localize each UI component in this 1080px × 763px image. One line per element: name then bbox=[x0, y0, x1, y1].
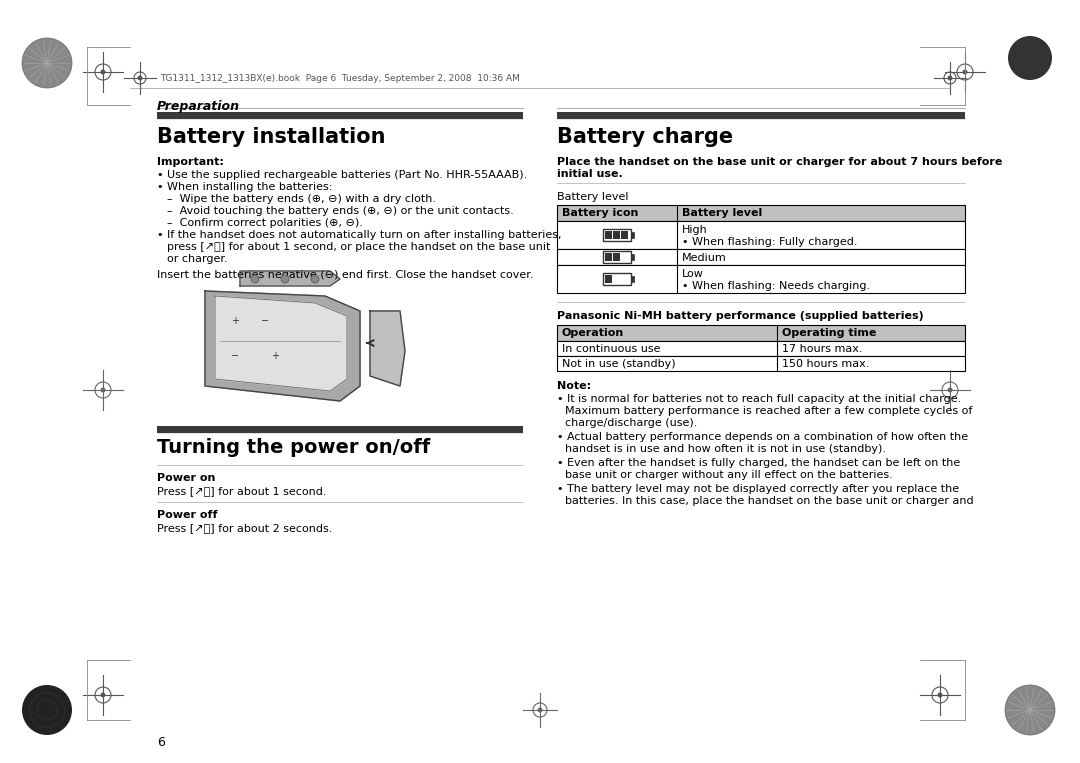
Text: base unit or charger without any ill effect on the batteries.: base unit or charger without any ill eff… bbox=[565, 470, 893, 480]
Text: 17 hours max.: 17 hours max. bbox=[782, 344, 863, 354]
Circle shape bbox=[100, 388, 106, 392]
Text: 150 hours max.: 150 hours max. bbox=[782, 359, 869, 369]
Text: batteries. In this case, place the handset on the base unit or charger and: batteries. In this case, place the hands… bbox=[565, 496, 974, 506]
Text: −: − bbox=[261, 316, 269, 326]
Text: press [↗ⓞ] for about 1 second, or place the handset on the base unit: press [↗ⓞ] for about 1 second, or place … bbox=[167, 242, 551, 252]
Text: • When flashing: Fully charged.: • When flashing: Fully charged. bbox=[681, 237, 858, 247]
Text: Place the handset on the base unit or charger for about 7 hours before: Place the handset on the base unit or ch… bbox=[557, 157, 1002, 167]
Text: handset is in use and how often it is not in use (standby).: handset is in use and how often it is no… bbox=[565, 444, 886, 454]
Text: Operating time: Operating time bbox=[782, 328, 876, 338]
Text: • When flashing: Needs charging.: • When flashing: Needs charging. bbox=[681, 281, 870, 291]
Bar bbox=[557, 205, 966, 221]
Bar bbox=[557, 356, 966, 371]
Polygon shape bbox=[215, 296, 347, 391]
Bar bbox=[605, 253, 612, 261]
Polygon shape bbox=[370, 311, 405, 386]
Text: −: − bbox=[231, 351, 239, 361]
Text: Battery installation: Battery installation bbox=[157, 127, 386, 147]
Text: Maximum battery performance is reached after a few complete cycles of: Maximum battery performance is reached a… bbox=[565, 406, 972, 416]
Text: initial use.: initial use. bbox=[557, 169, 623, 179]
Text: –  Confirm correct polarities (⊕, ⊖).: – Confirm correct polarities (⊕, ⊖). bbox=[167, 218, 363, 228]
Text: In continuous use: In continuous use bbox=[562, 344, 661, 354]
Polygon shape bbox=[205, 291, 360, 401]
Text: Press [↗ⓞ] for about 2 seconds.: Press [↗ⓞ] for about 2 seconds. bbox=[157, 523, 333, 533]
Text: Important:: Important: bbox=[157, 157, 224, 167]
Text: TG1311_1312_1313BX(e).book  Page 6  Tuesday, September 2, 2008  10:36 AM: TG1311_1312_1313BX(e).book Page 6 Tuesda… bbox=[160, 74, 519, 83]
Text: Press [↗ⓞ] for about 1 second.: Press [↗ⓞ] for about 1 second. bbox=[157, 486, 326, 496]
Bar bbox=[157, 112, 523, 119]
Text: Panasonic Ni-MH battery performance (supplied batteries): Panasonic Ni-MH battery performance (sup… bbox=[557, 311, 923, 321]
Bar bbox=[621, 231, 627, 239]
Circle shape bbox=[538, 707, 542, 713]
Circle shape bbox=[100, 693, 106, 697]
Bar bbox=[631, 276, 634, 282]
Bar bbox=[631, 254, 634, 260]
Circle shape bbox=[22, 685, 72, 735]
Text: +: + bbox=[271, 351, 279, 361]
Text: Low: Low bbox=[681, 269, 704, 279]
Circle shape bbox=[22, 38, 72, 88]
Circle shape bbox=[937, 693, 943, 697]
Text: –  Avoid touching the battery ends (⊕, ⊖) or the unit contacts.: – Avoid touching the battery ends (⊕, ⊖)… bbox=[167, 206, 514, 216]
Text: +: + bbox=[231, 316, 239, 326]
Bar bbox=[613, 231, 620, 239]
Text: • It is normal for batteries not to reach full capacity at the initial charge.: • It is normal for batteries not to reac… bbox=[557, 394, 961, 404]
Polygon shape bbox=[240, 271, 340, 286]
Text: Note:: Note: bbox=[557, 381, 591, 391]
Text: Power on: Power on bbox=[157, 473, 215, 483]
Text: • The battery level may not be displayed correctly after you replace the: • The battery level may not be displayed… bbox=[557, 484, 959, 494]
Text: • Use the supplied rechargeable batteries (Part No. HHR-55AAAB).: • Use the supplied rechargeable batterie… bbox=[157, 170, 527, 180]
Text: Not in use (standby): Not in use (standby) bbox=[562, 359, 676, 369]
Circle shape bbox=[1008, 36, 1052, 80]
Bar bbox=[557, 249, 966, 265]
Bar bbox=[603, 251, 631, 263]
Text: Battery icon: Battery icon bbox=[562, 208, 638, 218]
Bar bbox=[605, 275, 612, 283]
Circle shape bbox=[311, 275, 319, 283]
Text: Insert the batteries negative (⊖) end first. Close the handset cover.: Insert the batteries negative (⊖) end fi… bbox=[157, 270, 534, 280]
Text: Preparation: Preparation bbox=[157, 100, 240, 113]
Bar bbox=[157, 426, 523, 433]
Text: Power off: Power off bbox=[157, 510, 217, 520]
Text: charge/discharge (use).: charge/discharge (use). bbox=[565, 418, 698, 428]
Circle shape bbox=[281, 275, 289, 283]
Bar bbox=[631, 232, 634, 238]
Circle shape bbox=[947, 388, 953, 392]
Circle shape bbox=[947, 76, 953, 81]
Circle shape bbox=[962, 69, 968, 75]
Bar bbox=[557, 265, 966, 293]
Bar bbox=[557, 221, 966, 249]
Bar bbox=[557, 341, 966, 356]
Text: Battery level: Battery level bbox=[681, 208, 762, 218]
Text: 6: 6 bbox=[157, 736, 165, 749]
Circle shape bbox=[137, 76, 143, 81]
Text: • When installing the batteries:: • When installing the batteries: bbox=[157, 182, 333, 192]
Bar bbox=[603, 273, 631, 285]
Text: or charger.: or charger. bbox=[167, 254, 228, 264]
Circle shape bbox=[1005, 685, 1055, 735]
Bar bbox=[603, 229, 631, 241]
Text: Medium: Medium bbox=[681, 253, 727, 263]
Text: Turning the power on/off: Turning the power on/off bbox=[157, 438, 430, 457]
Circle shape bbox=[251, 275, 259, 283]
Bar bbox=[557, 112, 966, 119]
Circle shape bbox=[100, 69, 106, 75]
Text: • Even after the handset is fully charged, the handset can be left on the: • Even after the handset is fully charge… bbox=[557, 458, 960, 468]
Text: –  Wipe the battery ends (⊕, ⊖) with a dry cloth.: – Wipe the battery ends (⊕, ⊖) with a dr… bbox=[167, 194, 436, 204]
Text: Battery charge: Battery charge bbox=[557, 127, 733, 147]
Bar bbox=[557, 325, 966, 341]
Text: Battery level: Battery level bbox=[557, 192, 629, 202]
Bar bbox=[605, 231, 612, 239]
Bar bbox=[613, 253, 620, 261]
Text: • If the handset does not automatically turn on after installing batteries,: • If the handset does not automatically … bbox=[157, 230, 562, 240]
Text: Operation: Operation bbox=[562, 328, 624, 338]
Text: • Actual battery performance depends on a combination of how often the: • Actual battery performance depends on … bbox=[557, 432, 968, 442]
Text: High: High bbox=[681, 225, 707, 235]
